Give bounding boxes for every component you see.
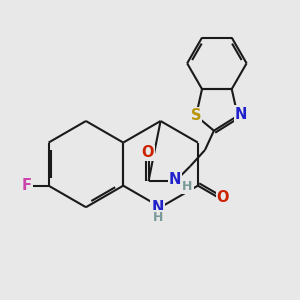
Text: N: N (235, 107, 247, 122)
Text: N: N (169, 172, 182, 187)
Text: N: N (151, 201, 163, 216)
Text: N: N (152, 200, 164, 215)
Text: S: S (191, 108, 201, 123)
Text: H: H (152, 212, 162, 225)
Text: N: N (169, 172, 182, 187)
Text: O: O (142, 146, 154, 160)
Text: F: F (22, 178, 32, 193)
Text: H: H (182, 180, 192, 193)
Text: O: O (217, 190, 229, 205)
Text: S: S (191, 108, 201, 123)
Text: H: H (152, 211, 163, 224)
Text: F: F (22, 178, 32, 193)
Text: O: O (217, 190, 229, 205)
Text: O: O (142, 146, 154, 160)
Text: H: H (183, 179, 193, 192)
Text: N: N (235, 106, 248, 121)
